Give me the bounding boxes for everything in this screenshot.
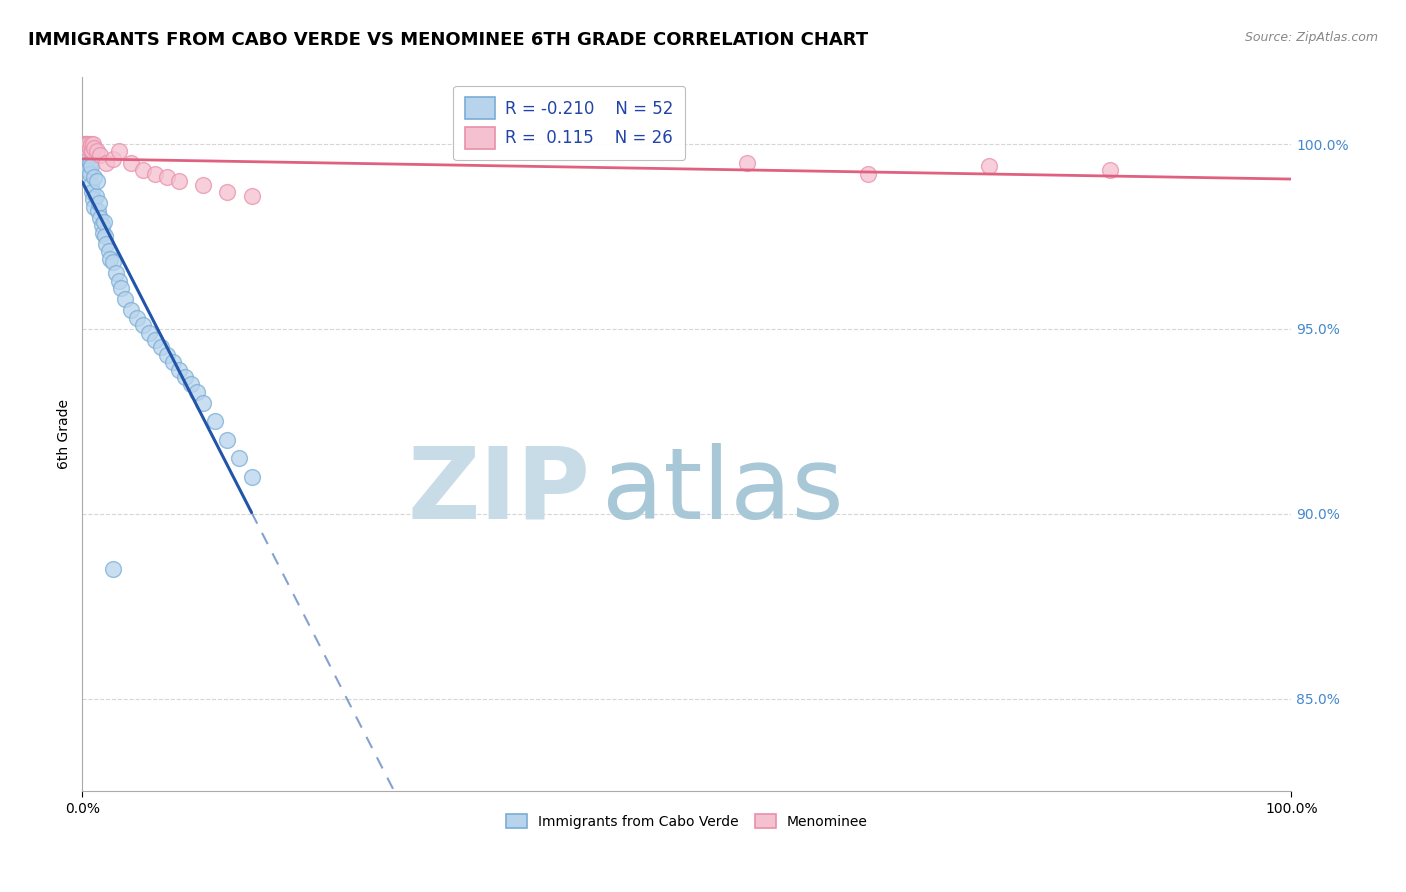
Text: IMMIGRANTS FROM CABO VERDE VS MENOMINEE 6TH GRADE CORRELATION CHART: IMMIGRANTS FROM CABO VERDE VS MENOMINEE … — [28, 31, 869, 49]
Point — [79, 141, 101, 155]
Point — [101, 152, 124, 166]
Point — [856, 167, 879, 181]
Point — [97, 244, 120, 259]
Point — [79, 167, 101, 181]
Text: Source: ZipAtlas.com: Source: ZipAtlas.com — [1244, 31, 1378, 45]
Point — [80, 185, 103, 199]
Point — [86, 145, 108, 159]
Point — [77, 141, 100, 155]
Point — [82, 136, 104, 151]
Point — [83, 170, 105, 185]
Point — [87, 203, 110, 218]
Point — [90, 219, 112, 233]
Point — [132, 318, 155, 333]
Point — [110, 281, 132, 295]
Point — [240, 470, 263, 484]
Point — [143, 333, 166, 347]
Legend: Immigrants from Cabo Verde, Menominee: Immigrants from Cabo Verde, Menominee — [501, 808, 873, 834]
Point — [167, 174, 190, 188]
Point — [156, 348, 179, 362]
Point — [83, 141, 105, 155]
Point — [162, 355, 184, 369]
Point — [73, 136, 96, 151]
Point — [96, 236, 118, 251]
Point — [77, 136, 100, 151]
Point — [977, 159, 1000, 173]
Point — [125, 310, 148, 325]
Point — [80, 145, 103, 159]
Point — [79, 155, 101, 169]
Point — [193, 178, 215, 192]
Point — [107, 145, 129, 159]
Point — [228, 451, 250, 466]
Point — [75, 136, 97, 151]
Point — [217, 185, 239, 199]
Point — [77, 162, 100, 177]
Point — [114, 293, 136, 307]
Point — [75, 155, 97, 169]
Point — [76, 136, 98, 151]
Point — [186, 384, 208, 399]
Point — [143, 167, 166, 181]
Point — [91, 226, 114, 240]
Point — [98, 252, 121, 266]
Point — [89, 148, 111, 162]
Point — [94, 229, 117, 244]
Point — [174, 370, 197, 384]
Point — [82, 193, 104, 207]
Point — [120, 303, 142, 318]
Point — [89, 196, 111, 211]
Point — [180, 377, 202, 392]
Point — [120, 155, 142, 169]
Y-axis label: 6th Grade: 6th Grade — [58, 400, 72, 469]
Point — [93, 215, 115, 229]
Point — [77, 152, 100, 166]
Point — [105, 267, 128, 281]
Point — [138, 326, 160, 340]
Point — [1098, 162, 1121, 177]
Point — [76, 148, 98, 162]
Point — [167, 362, 190, 376]
Point — [735, 155, 758, 169]
Point — [86, 174, 108, 188]
Point — [73, 136, 96, 151]
Point — [193, 396, 215, 410]
Point — [84, 189, 107, 203]
Point — [149, 341, 172, 355]
Point — [89, 211, 111, 225]
Point — [75, 145, 97, 159]
Point — [107, 274, 129, 288]
Point — [204, 414, 226, 428]
Text: atlas: atlas — [602, 443, 844, 540]
Point — [217, 433, 239, 447]
Point — [132, 162, 155, 177]
Point — [156, 170, 179, 185]
Point — [83, 200, 105, 214]
Point — [80, 136, 103, 151]
Point — [76, 141, 98, 155]
Point — [80, 178, 103, 192]
Point — [96, 155, 118, 169]
Point — [101, 255, 124, 269]
Point — [240, 189, 263, 203]
Point — [80, 159, 103, 173]
Point — [101, 562, 124, 576]
Text: ZIP: ZIP — [408, 443, 591, 540]
Point — [80, 145, 103, 159]
